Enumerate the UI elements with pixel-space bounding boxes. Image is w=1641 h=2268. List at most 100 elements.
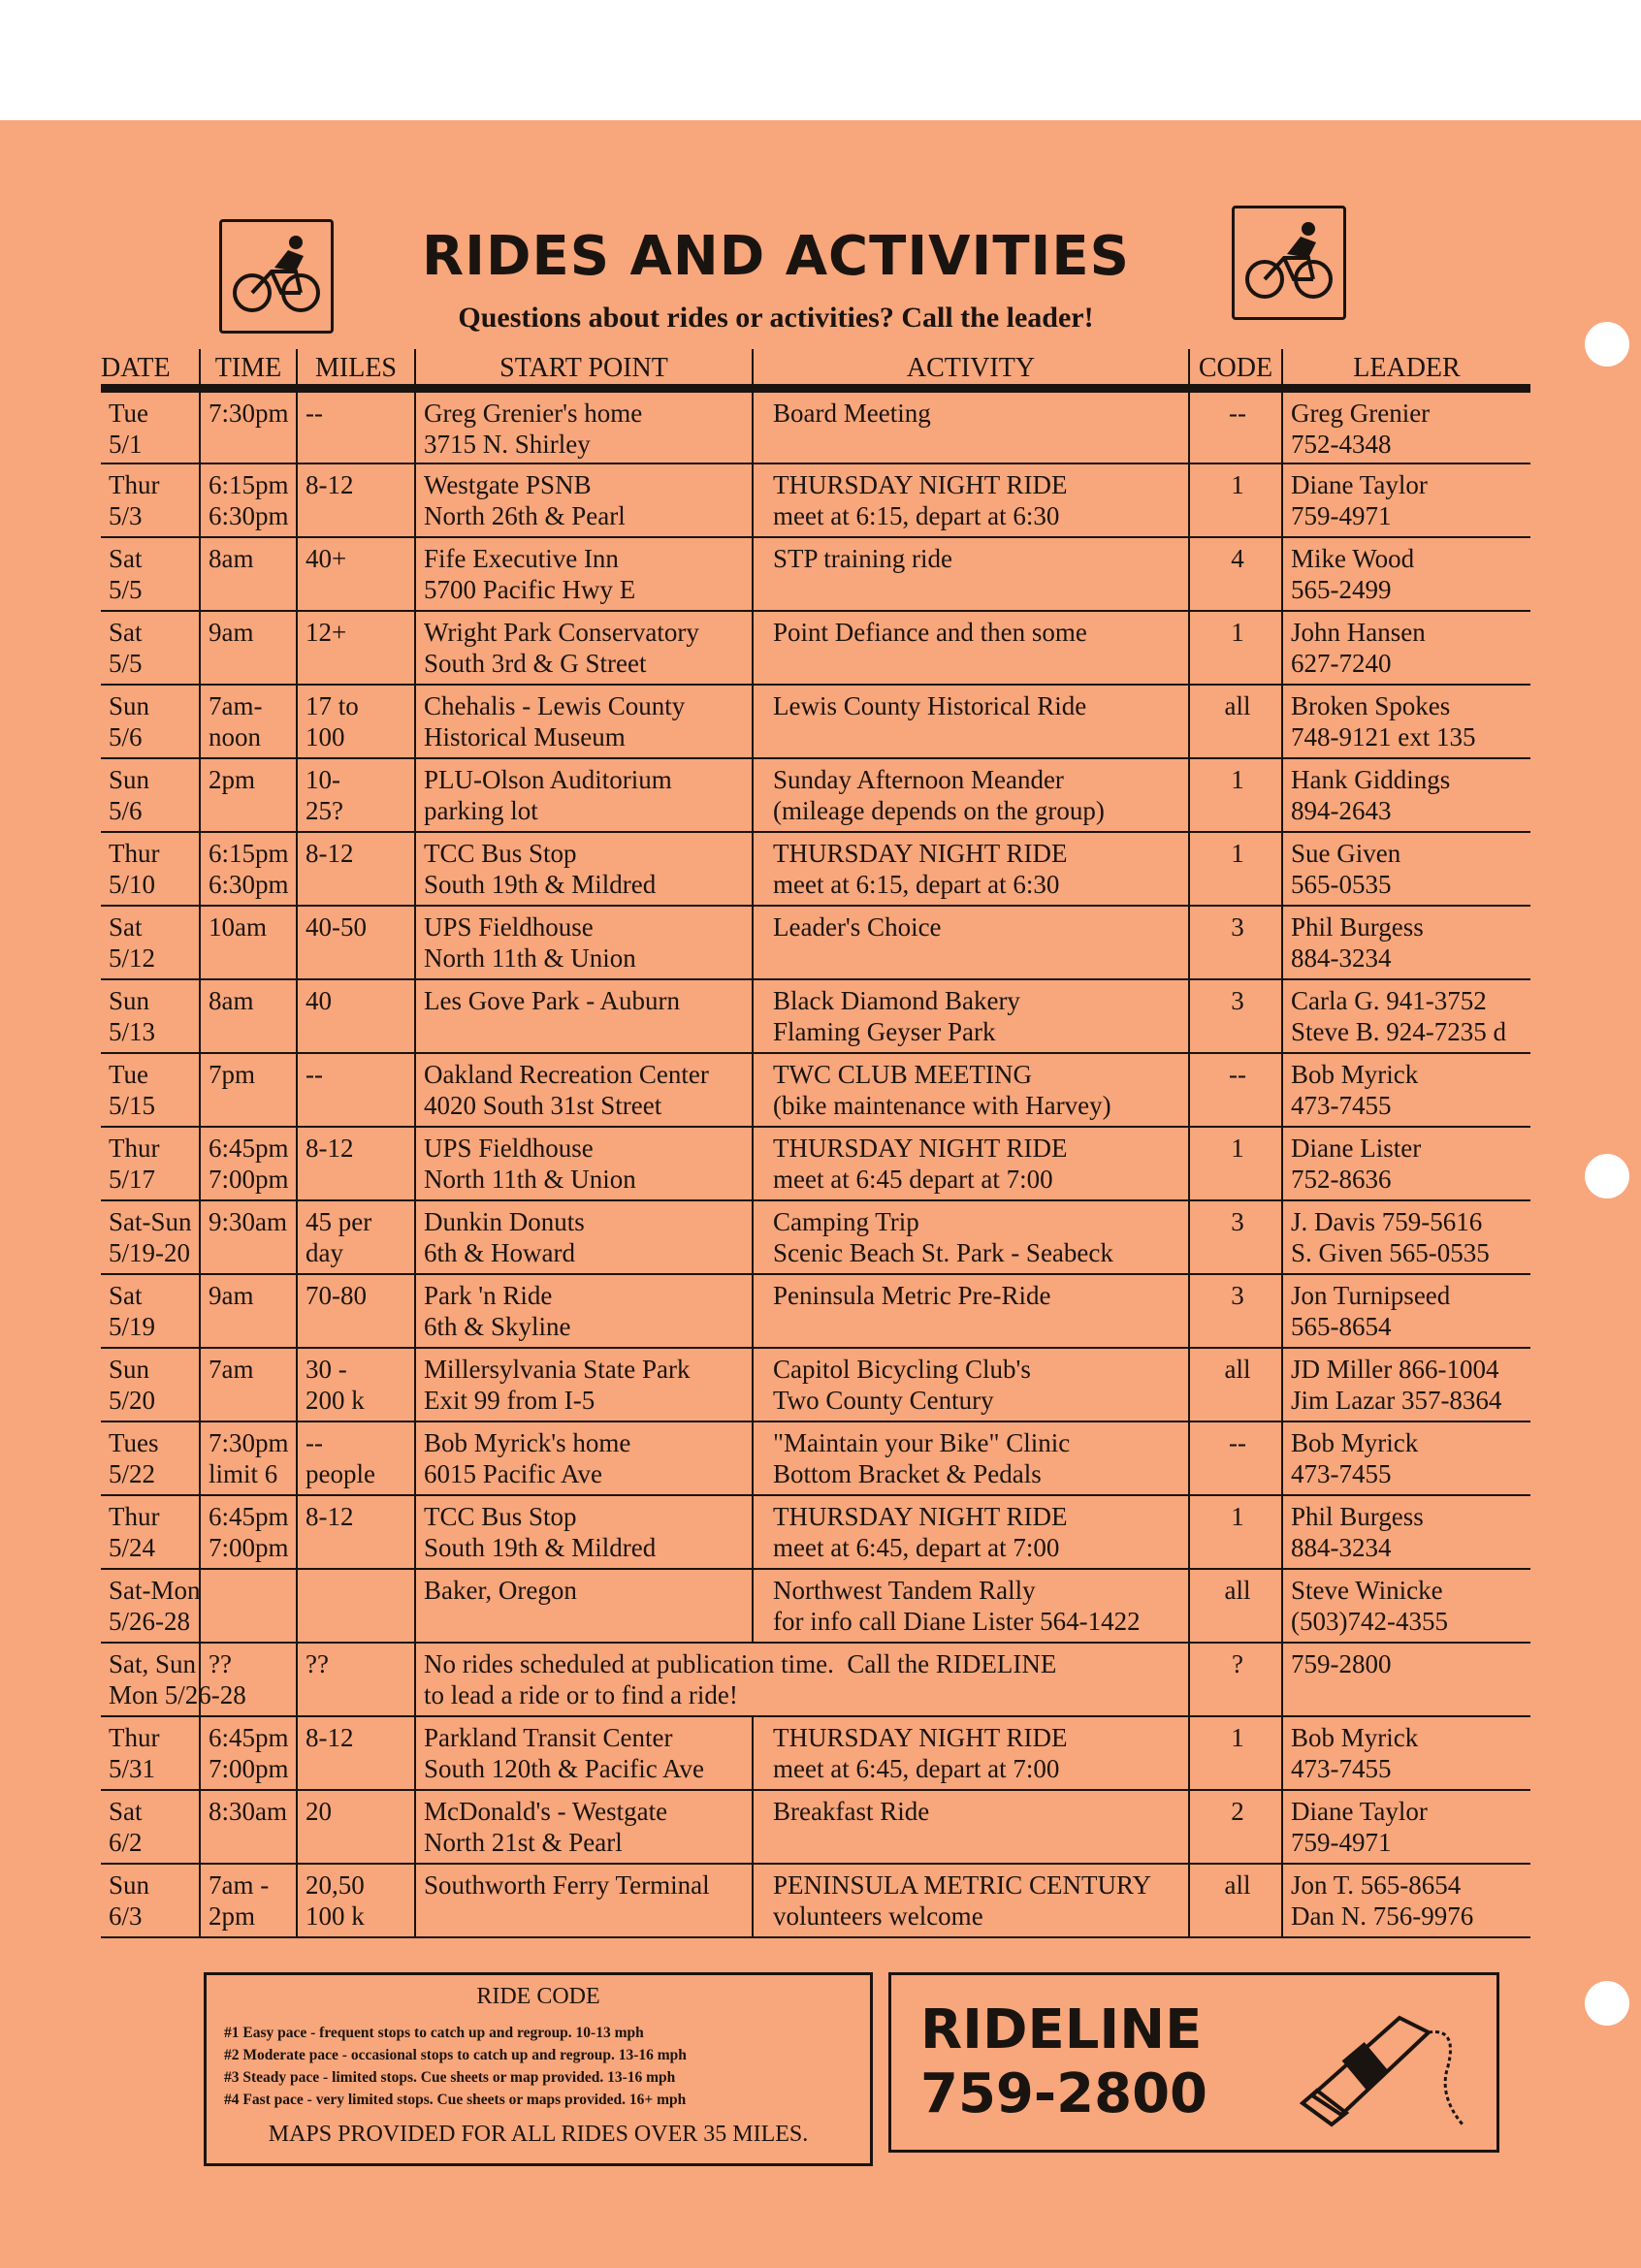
cell-leader: 759-2800	[1282, 1643, 1530, 1717]
table-header-row: DATE TIME MILES START POINT ACTIVITY CODE LEAD…	[101, 349, 1530, 393]
cell-start-point: Bob Myrick's home 6015 Pacific Ave	[415, 1421, 754, 1496]
table-row: Sat, Sun Mon 5/26-28???? No rides schedul…	[101, 1643, 1530, 1717]
cell-date: Sun 6/3	[101, 1864, 201, 1938]
cell-start-point: Chehalis - Lewis County Historical Museu…	[415, 685, 754, 759]
cell-time: 9am	[200, 1274, 298, 1349]
table-row: Sun 5/6 2pm 10- 25? PLU-Olson Auditorium pa…	[101, 758, 1530, 833]
cell-start-point: UPS Fieldhouse North 11th & Union	[415, 906, 754, 980]
cell-miles: 40+	[297, 537, 416, 612]
cell-activity: Black Diamond Bakery Flaming Geyser Park	[753, 979, 1190, 1054]
cell-activity: Lewis County Historical Ride	[753, 685, 1190, 759]
cell-leader: Hank Giddings 894-2643	[1282, 758, 1530, 833]
cell-date: Sun 5/13	[101, 979, 201, 1054]
cell-date: Sun 5/6	[101, 758, 201, 833]
cell-start-point: McDonald's - Westgate North 21st & Pearl	[415, 1790, 754, 1865]
ride-code-legend: RIDE CODE #1 Easy pace - frequent stops …	[204, 1972, 873, 2166]
cell-miles: 10- 25?	[297, 758, 416, 833]
column-header: ACTIVITY	[753, 349, 1190, 393]
cell-code: --	[1189, 1421, 1283, 1496]
cell-time	[200, 1569, 298, 1644]
cell-miles: 70-80	[297, 1274, 416, 1349]
telephone-icon	[1299, 2015, 1464, 2127]
table-row: Thur 5/3 6:15pm 6:30pm 8-12 Westgate PSNB N…	[101, 463, 1530, 538]
cell-start-point: Millersylvania State Park Exit 99 from I…	[415, 1348, 754, 1422]
cell-time: 9am	[200, 611, 298, 686]
cell-date: Thur 5/3	[101, 463, 201, 538]
column-header: LEADER	[1282, 349, 1530, 393]
cell-date: Sat 5/12	[101, 906, 201, 980]
cell-code: 2	[1189, 1790, 1283, 1865]
cell-activity: Breakfast Ride	[753, 1790, 1190, 1865]
column-header: START POINT	[415, 349, 754, 393]
cell-leader: Carla G. 941-3752 Steve B. 924-7235 d	[1282, 979, 1530, 1054]
cell-date: Tue 5/1	[101, 388, 201, 464]
cell-time: 8:30am	[200, 1790, 298, 1865]
cell-miles: --	[297, 388, 416, 464]
cell-start-point: UPS Fieldhouse North 11th & Union	[415, 1127, 754, 1201]
bicycle-rider-icon	[219, 219, 334, 334]
table-row: Sat-Mon 5/26-28 Baker, Oregon Northwest Ta…	[101, 1569, 1530, 1644]
cell-miles: 8-12	[297, 1127, 416, 1201]
cell-start-point: Greg Grenier's home 3715 N. Shirley	[415, 388, 754, 464]
cell-time: 6:45pm 7:00pm	[200, 1127, 298, 1201]
cell-date: Tues 5/22	[101, 1421, 201, 1496]
table-row: Sat 5/5 9am 12+ Wright Park Conservatory So…	[101, 611, 1530, 686]
cell-time: 7:30pm limit 6	[200, 1421, 298, 1496]
cell-start-point: TCC Bus Stop South 19th & Mildred	[415, 832, 754, 907]
cell-leader: Greg Grenier 752-4348	[1282, 388, 1530, 464]
ride-code-title: RIDE CODE	[476, 1984, 600, 2009]
cell-date: Sat 5/19	[101, 1274, 201, 1349]
cell-miles	[297, 1569, 416, 1644]
table-row: Sat 6/2 8:30am 20 McDonald's - Westgate Nor…	[101, 1790, 1530, 1865]
cell-date: Sat 5/5	[101, 537, 201, 612]
cell-activity: THURSDAY NIGHT RIDE meet at 6:15, depart…	[753, 832, 1190, 907]
cell-time: 8am	[200, 979, 298, 1054]
cell-activity: TWC CLUB MEETING (bike maintenance with …	[753, 1053, 1190, 1128]
column-header: TIME	[200, 349, 298, 393]
cell-code: 3	[1189, 1274, 1283, 1349]
cell-miles: 20	[297, 1790, 416, 1865]
cell-leader: Bob Myrick 473-7455	[1282, 1053, 1530, 1128]
table-row: Tue 5/15 7pm -- Oakland Recreation Center 4…	[101, 1053, 1530, 1128]
cell-code: 1	[1189, 1127, 1283, 1201]
cell-activity: Sunday Afternoon Meander (mileage depend…	[753, 758, 1190, 833]
table-row: Thur 5/10 6:15pm 6:30pm 8-12 TCC Bus Stop S…	[101, 832, 1530, 907]
page-title: RIDES AND ACTIVITIES	[422, 225, 1130, 288]
column-header: CODE	[1189, 349, 1283, 393]
table-row: Thur 5/17 6:45pm 7:00pm 8-12 UPS Fieldhouse…	[101, 1127, 1530, 1201]
cell-start-point: Baker, Oregon	[415, 1569, 754, 1644]
cell-start-point: Fife Executive Inn 5700 Pacific Hwy E	[415, 537, 754, 612]
cell-time: 7am - 2pm	[200, 1864, 298, 1938]
cell-activity: STP training ride	[753, 537, 1190, 612]
cell-code: 1	[1189, 1716, 1283, 1791]
cell-code: 4	[1189, 537, 1283, 612]
punch-hole	[1585, 1154, 1629, 1198]
cell-miles: 30 - 200 k	[297, 1348, 416, 1422]
cell-activity: Leader's Choice	[753, 906, 1190, 980]
cell-activity: Point Defiance and then some	[753, 611, 1190, 686]
cell-activity: "Maintain your Bike" Clinic Bottom Brack…	[753, 1421, 1190, 1496]
cell-miles: 8-12	[297, 832, 416, 907]
cell-leader: Bob Myrick 473-7455	[1282, 1421, 1530, 1496]
cell-time: 6:15pm 6:30pm	[200, 463, 298, 538]
cell-miles: 20,50 100 k	[297, 1864, 416, 1938]
cell-code: ?	[1189, 1643, 1283, 1717]
cell-code: 3	[1189, 906, 1283, 980]
cell-code: all	[1189, 1569, 1283, 1644]
cell-start-point: Wright Park Conservatory South 3rd & G S…	[415, 611, 754, 686]
cell-activity: THURSDAY NIGHT RIDE meet at 6:45, depart…	[753, 1495, 1190, 1570]
cell-code: --	[1189, 1053, 1283, 1128]
cell-date: Thur 5/31	[101, 1716, 201, 1791]
table-row: Thur 5/31 6:45pm 7:00pm 8-12 Parkland Trans…	[101, 1716, 1530, 1791]
cell-activity: THURSDAY NIGHT RIDE meet at 6:45 depart …	[753, 1127, 1190, 1201]
cell-code: 1	[1189, 1495, 1283, 1570]
cell-code: 3	[1189, 1200, 1283, 1275]
cell-code: 1	[1189, 832, 1283, 907]
cell-code: all	[1189, 1348, 1283, 1422]
cell-date: Sat 5/5	[101, 611, 201, 686]
cell-miles: ??	[297, 1643, 416, 1717]
cell-activity: PENINSULA METRIC CENTURY volunteers welc…	[753, 1864, 1190, 1938]
cell-start-point: Dunkin Donuts 6th & Howard	[415, 1200, 754, 1275]
cell-time: 7pm	[200, 1053, 298, 1128]
table-row: Sat 5/5 8am 40+ Fife Executive Inn 5700 Pac…	[101, 537, 1530, 612]
